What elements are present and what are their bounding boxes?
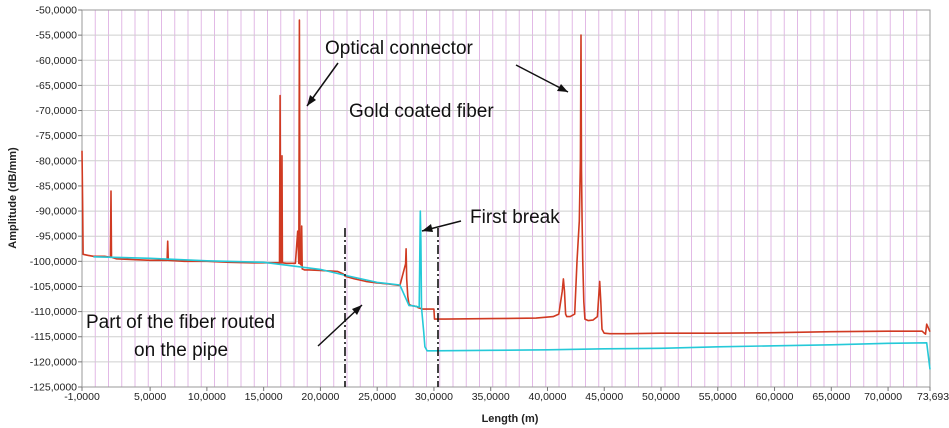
y-tick-label: -95,0000 bbox=[36, 231, 78, 243]
x-tick-label: 10,0000 bbox=[188, 391, 226, 403]
y-tick-label: -90,0000 bbox=[36, 206, 78, 218]
x-tick-label: 15,0000 bbox=[245, 391, 283, 403]
x-tick-label: 5,0000 bbox=[134, 391, 166, 403]
y-tick-label: -70,0000 bbox=[36, 105, 78, 117]
annotation-pipe-line2: on the pipe bbox=[134, 340, 228, 361]
x-tick-label: 30,0000 bbox=[415, 391, 453, 403]
series-line-2 bbox=[93, 210, 931, 370]
arrow-head-optical-connector-left bbox=[307, 95, 316, 106]
x-tick-label: 73,6934 bbox=[917, 391, 949, 403]
grid bbox=[82, 10, 930, 387]
arrows bbox=[306, 62, 569, 347]
y-tick-label: -100,0000 bbox=[30, 256, 77, 268]
x-axis-title: Length (m) bbox=[482, 413, 539, 425]
y-tick-label: -50,0000 bbox=[36, 5, 78, 17]
arrow-head-optical-connector-right bbox=[557, 84, 568, 92]
y-tick-label: -85,0000 bbox=[36, 180, 78, 192]
x-tick-label: 45,0000 bbox=[585, 391, 623, 403]
x-tick-label: 35,0000 bbox=[472, 391, 510, 403]
annotation-pipe-line1: Part of the fiber routed bbox=[86, 312, 275, 333]
annotation-optical-connector: Optical connector bbox=[325, 38, 474, 59]
x-tick-label: 60,0000 bbox=[756, 391, 794, 403]
x-tick-label: 20,0000 bbox=[301, 391, 339, 403]
y-tick-label: -80,0000 bbox=[36, 155, 78, 167]
annotation-first-break: First break bbox=[470, 207, 560, 228]
y-axis-ticks: -50,0000 -55,0000 -60,0000 -65,0000 -70,0000… bbox=[30, 5, 82, 394]
y-tick-label: -120,0000 bbox=[30, 356, 77, 368]
y-axis-title: Amplitude (dB/mm) bbox=[7, 147, 19, 249]
x-tick-label: 50,0000 bbox=[642, 391, 680, 403]
series-group bbox=[81, 19, 931, 370]
y-tick-label: -75,0000 bbox=[36, 130, 78, 142]
annotation-gold-coated-fiber: Gold coated fiber bbox=[349, 101, 494, 122]
y-tick-label: -105,0000 bbox=[30, 281, 77, 293]
arrow-head-first-break bbox=[422, 224, 433, 232]
x-axis-ticks: -1,0000 5,0000 10,0000 15,0000 20,0000 25,000… bbox=[64, 387, 949, 403]
y-tick-label: -115,0000 bbox=[30, 331, 77, 343]
y-tick-label: -55,0000 bbox=[36, 30, 78, 42]
x-tick-label: 65,0000 bbox=[812, 391, 850, 403]
y-tick-label: -65,0000 bbox=[36, 80, 78, 92]
x-tick-label: 40,0000 bbox=[528, 391, 566, 403]
y-tick-label: -110,0000 bbox=[30, 306, 77, 318]
y-tick-label: -125,0000 bbox=[30, 382, 77, 394]
x-tick-label: -1,0000 bbox=[64, 391, 100, 403]
x-tick-label: 25,0000 bbox=[358, 391, 396, 403]
x-tick-label: 70,0000 bbox=[864, 391, 902, 403]
y-tick-label: -60,0000 bbox=[36, 55, 78, 67]
arrow-head-pipe bbox=[352, 305, 362, 315]
x-tick-label: 55,0000 bbox=[699, 391, 737, 403]
